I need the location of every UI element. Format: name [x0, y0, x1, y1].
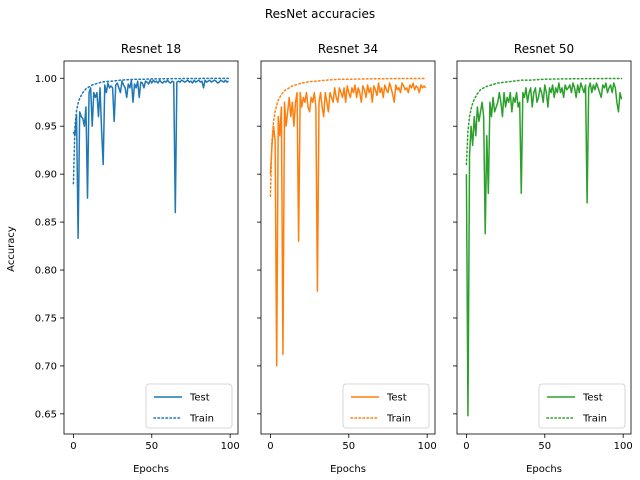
x-tick-label: 100 [614, 441, 633, 452]
legend-box [342, 383, 430, 429]
y-tick-label: 0.65 [35, 409, 57, 420]
y-tick-label: 0.80 [35, 266, 57, 277]
x-tick-label: 100 [221, 441, 240, 452]
legend: Test Train [342, 383, 430, 429]
axes-frame [456, 60, 632, 435]
x-tick-label: 50 [342, 441, 355, 452]
axes-frame [63, 60, 239, 435]
y-tick-label: 0.90 [35, 170, 57, 181]
series-line-test [269, 82, 427, 367]
legend-label-train: Train [189, 414, 214, 425]
y-tick-label: 0.70 [35, 361, 57, 372]
y-axis-label: Accuracy [6, 226, 17, 272]
subplot-1: Resnet 18 0 50 100 Epochs 0.65 0.70 0.75 0.80 0.8… [35, 42, 240, 475]
x-axis-label: Epochs [330, 464, 366, 475]
y-tick-label: 0.85 [35, 218, 57, 229]
axes-frame [260, 60, 436, 435]
legend-label-test: Test [386, 393, 407, 404]
series-line-train [72, 77, 230, 185]
series-line-train [465, 77, 623, 166]
y-tick-label: 0.75 [35, 313, 57, 324]
x-tick-label: 50 [145, 441, 158, 452]
series-line-train [269, 77, 427, 197]
x-axis-label: Epochs [133, 464, 169, 475]
figure-title: ResNet accuracies [265, 7, 375, 21]
series-line-test [465, 82, 623, 417]
legend: Test Train [538, 383, 626, 429]
y-tick-label: 0.95 [35, 122, 57, 133]
x-tick-label: 0 [463, 441, 469, 452]
x-axis-label: Epochs [526, 464, 562, 475]
x-tick-label: 0 [267, 441, 273, 452]
legend-label-train: Train [582, 414, 607, 425]
legend-label-test: Test [189, 393, 210, 404]
legend: Test Train [145, 383, 233, 429]
legend-box [145, 383, 233, 429]
subplot-title: Resnet 34 [318, 42, 378, 56]
x-tick-label: 0 [70, 441, 76, 452]
series-line-test [72, 79, 229, 240]
legend-label-train: Train [386, 414, 411, 425]
legend-box [538, 383, 626, 429]
x-tick-label: 100 [418, 441, 437, 452]
y-tick-label: 1.00 [35, 74, 57, 85]
subplot-title: Resnet 18 [121, 42, 181, 56]
legend-label-test: Test [582, 393, 603, 404]
subplot-title: Resnet 50 [514, 42, 574, 56]
subplot-2: Resnet 34 0 50 100 Epochs Test Train [257, 42, 437, 475]
x-tick-label: 50 [538, 441, 551, 452]
subplot-3: Resnet 50 0 50 100 Epochs Test Train [453, 42, 633, 475]
